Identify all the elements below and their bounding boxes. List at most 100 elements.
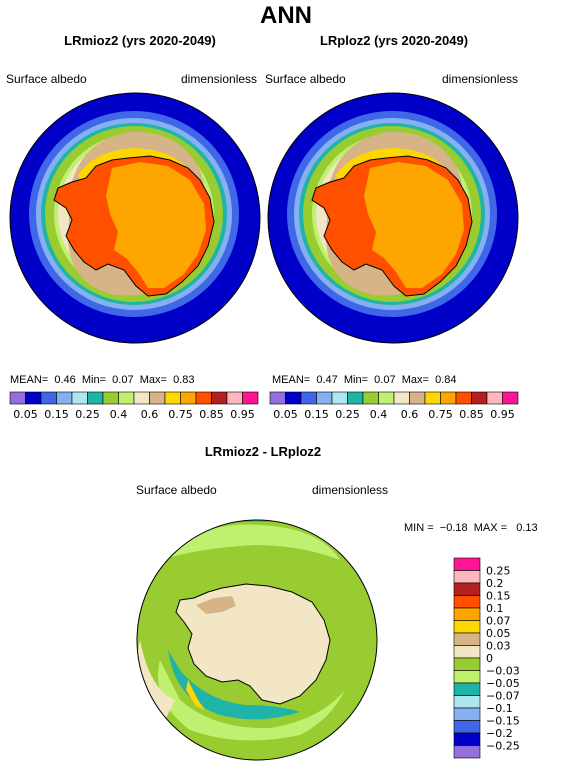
cbar2-swatch — [300, 391, 317, 405]
cbar1-swatch — [40, 391, 57, 405]
cbar1-swatch — [87, 391, 104, 405]
cbar2-swatch — [424, 391, 441, 405]
cbar2-swatch — [347, 391, 364, 405]
cbar2-label: 0.6 — [401, 408, 419, 421]
cbar1-swatch — [226, 391, 243, 405]
colorbar1: 0.05 0.15 0.25 0.4 0.6 0.75 0.85 0.95 — [9, 391, 259, 421]
cbar3-label: −0.25 — [486, 740, 520, 753]
cbar2-swatch — [316, 391, 333, 405]
cbar1-label: 0.25 — [75, 408, 100, 421]
map3-band-teal2 — [168, 650, 300, 720]
cbar3-label: −0.07 — [486, 690, 520, 703]
cbar3-swatch — [453, 607, 481, 621]
map1 — [10, 93, 260, 343]
cbar3-swatch — [453, 695, 481, 709]
cbar3-label: −0.2 — [486, 727, 513, 740]
cbar2-swatch — [285, 391, 302, 405]
cbar3-swatch — [453, 745, 481, 759]
cbar2-label: 0.75 — [428, 408, 453, 421]
map3-band-cream-west — [138, 640, 175, 720]
cbar3-swatch — [453, 632, 481, 646]
cbar1-label: 0.15 — [44, 408, 69, 421]
cbar2-swatch — [471, 391, 488, 405]
cbar3-swatch — [453, 570, 481, 584]
cbar2-swatch — [409, 391, 426, 405]
map2-antarctica-interior — [364, 162, 464, 288]
cbar3-swatch — [453, 732, 481, 746]
cbar1-swatch — [9, 391, 26, 405]
cbar3-label: 0.15 — [486, 590, 511, 603]
cbar1-swatch — [195, 391, 212, 405]
cbar1-label: 0.6 — [141, 408, 159, 421]
map2-frame — [267, 92, 519, 344]
cbar3-label: 0 — [486, 652, 493, 665]
cbar1-label: 0.95 — [230, 408, 255, 421]
cbar3-swatch — [453, 657, 481, 671]
panel3-title: LRmioz2 - LRploz2 — [204, 444, 322, 459]
cbar3-swatch — [453, 557, 481, 571]
cbar3-swatch — [453, 720, 481, 734]
cbar1-label: 0.85 — [199, 408, 224, 421]
panel3-stats: MIN = −0.18 MAX = 0.13 — [404, 522, 538, 534]
map1-antarctica-interior — [106, 162, 206, 288]
map3-frame — [136, 519, 378, 761]
cbar1-stats: MEAN= 0.46 Min= 0.07 Max= 0.83 — [10, 374, 195, 386]
panel1-title: LRmioz2 (yrs 2020-2049) — [64, 33, 216, 48]
cbar1-label: 0.4 — [110, 408, 128, 421]
cbar1-swatch — [25, 391, 42, 405]
map1-band-yellow — [78, 148, 195, 188]
cbar2-swatch — [455, 391, 472, 405]
colorbar2: 0.05 0.15 0.25 0.4 0.6 0.75 0.85 0.95 — [269, 391, 519, 421]
cbar2-swatch — [486, 391, 503, 405]
cbar3-swatch — [453, 620, 481, 634]
cbar1-label: 0.05 — [13, 408, 38, 421]
map1-frame — [9, 92, 261, 344]
cbar3-swatch — [453, 645, 481, 659]
panel2-title: LRploz2 (yrs 2020-2049) — [319, 33, 469, 48]
map2-band-yellow — [336, 148, 453, 188]
panel3-units: dimensionless — [312, 483, 389, 497]
cbar3-label: 0.05 — [486, 627, 511, 640]
cbar1-swatch — [242, 391, 259, 405]
page-title: ANN — [260, 2, 312, 29]
panel3-variable: Surface albedo — [136, 483, 217, 497]
cbar1-swatch — [211, 391, 228, 405]
cbar2-swatch — [269, 391, 286, 405]
cbar3-label: 0.1 — [486, 602, 504, 615]
cbar1-swatch — [149, 391, 166, 405]
cbar3-swatch — [453, 595, 481, 609]
cbar1-swatch — [56, 391, 73, 405]
map3-band-lightgreen — [160, 524, 340, 560]
panel2-variable: Surface albedo — [265, 72, 346, 86]
cbar3-label: 0.2 — [486, 577, 504, 590]
panel1-units: dimensionless — [181, 72, 258, 86]
colorbar3: 0.250.20.150.10.070.050.030−0.03−0.05−0.… — [453, 557, 520, 759]
cbar3-swatch — [453, 682, 481, 696]
panel1-variable: Surface albedo — [6, 72, 87, 86]
map2 — [268, 93, 518, 343]
cbar2-label: 0.4 — [370, 408, 388, 421]
cbar2-label: 0.05 — [273, 408, 298, 421]
cbar3-label: 0.07 — [486, 615, 511, 628]
cbar1-swatch — [71, 391, 88, 405]
map3-tan-patch — [196, 596, 236, 614]
cbar3-swatch — [453, 582, 481, 596]
cbar1-swatch — [180, 391, 197, 405]
cbar3-label: −0.03 — [486, 665, 520, 678]
cbar1-label: 0.75 — [168, 408, 193, 421]
cbar2-swatch — [331, 391, 348, 405]
cbar2-label: 0.25 — [335, 408, 360, 421]
cbar3-label: −0.15 — [486, 715, 520, 728]
map3-band-yellow — [186, 680, 205, 710]
cbar2-label: 0.85 — [459, 408, 484, 421]
cbar2-label: 0.95 — [490, 408, 515, 421]
cbar2-swatch — [393, 391, 410, 405]
map3-antarctica — [175, 583, 331, 705]
cbar2-swatch — [440, 391, 457, 405]
cbar1-swatch — [133, 391, 150, 405]
cbar3-label: −0.1 — [486, 702, 513, 715]
cbar1-swatch — [118, 391, 135, 405]
cbar3-label: −0.05 — [486, 677, 520, 690]
cbar2-stats: MEAN= 0.47 Min= 0.07 Max= 0.84 — [272, 374, 457, 386]
